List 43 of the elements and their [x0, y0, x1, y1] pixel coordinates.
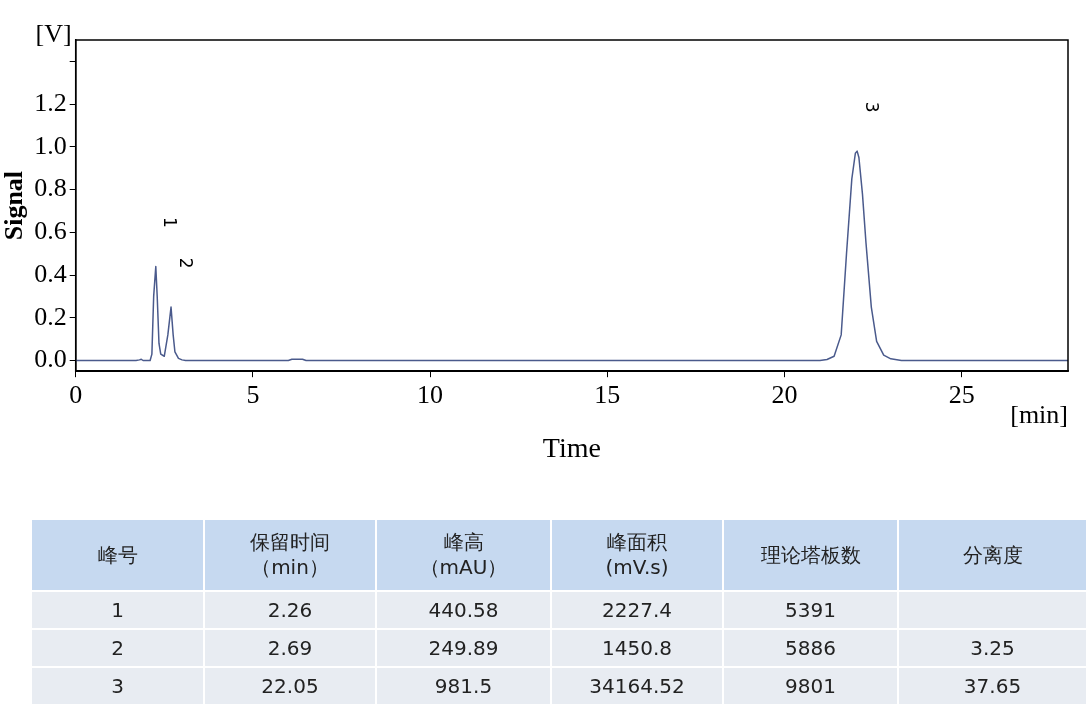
text: 9801 — [723, 667, 898, 705]
y-tick-label: 0.4 — [34, 258, 67, 288]
y-tick-label: 0.2 — [34, 301, 67, 331]
text: [min] — [1010, 400, 1068, 430]
text: 5391 — [723, 591, 898, 629]
text: 2227.4 — [551, 591, 723, 629]
text: 峰号 — [97, 542, 138, 568]
text: 34164.52 — [551, 667, 723, 705]
text: 981.5 — [376, 667, 551, 705]
text: 22.05 — [204, 667, 376, 705]
y-tick-label: 1.0 — [34, 130, 67, 160]
x-tick-label: 20 — [771, 379, 798, 409]
text: 分离度 — [962, 542, 1023, 568]
text: 37.65 — [898, 667, 1087, 705]
text: 2 — [31, 629, 204, 667]
text: 1450.8 — [551, 629, 723, 667]
x-tick-label: 15 — [594, 379, 621, 409]
x-tick-label: 5 — [246, 379, 260, 409]
text: 440.58 — [376, 591, 551, 629]
text: 2.26 — [204, 591, 376, 629]
text: 理论塔板数 — [760, 542, 861, 568]
x-axis-title: Time — [542, 431, 601, 463]
text: 249.89 — [376, 629, 551, 667]
text: 峰面积(mV.s) — [604, 530, 670, 580]
annotation: 3 — [861, 101, 882, 113]
x-tick-label: 25 — [948, 379, 975, 409]
text: 3.25 — [898, 629, 1087, 667]
x-tick-label: 10 — [417, 379, 444, 409]
annotation: 1 — [160, 217, 181, 228]
x-tick-label: 0 — [69, 379, 83, 409]
y-tick-label: 0.8 — [34, 173, 67, 203]
annotation: 2 — [175, 257, 196, 269]
y-tick-label: 0.0 — [34, 344, 67, 374]
text: 5886 — [723, 629, 898, 667]
text: 1 — [31, 591, 204, 629]
y-tick-label: 1.2 — [34, 87, 67, 117]
text: 峰高（mAU） — [418, 530, 509, 580]
text: 3 — [31, 667, 204, 705]
y-axis-title: Signal — [0, 170, 29, 241]
text: 2.69 — [204, 629, 376, 667]
text: [V] — [35, 18, 72, 48]
text: 保留时间（min） — [249, 530, 331, 580]
y-tick-label: 0.6 — [34, 216, 67, 246]
